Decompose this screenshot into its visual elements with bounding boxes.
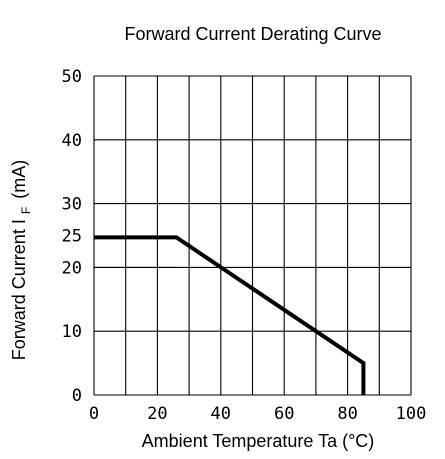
- grid: [93, 75, 412, 396]
- y-tick-label: 10: [62, 322, 82, 342]
- y-axis-label-symbol: I: [9, 219, 29, 224]
- x-tick-label: 20: [147, 404, 167, 424]
- x-tick-label: 60: [274, 404, 294, 424]
- x-tick-label: 0: [89, 404, 99, 424]
- y-tick-label: 25: [62, 227, 82, 247]
- y-axis-label: Forward Current I F (mA): [9, 160, 34, 360]
- x-tick-label: 80: [337, 404, 357, 424]
- series-line-0: [94, 235, 366, 395]
- x-tick-labels: 0 20 40 60 80 100: [89, 404, 426, 424]
- y-tick-label: 0: [72, 386, 82, 406]
- y-axis-label-unit: (mA): [9, 160, 29, 199]
- x-axis-label: Ambient Temperature Ta (°C): [142, 431, 375, 451]
- chart-title: Forward Current Derating Curve: [124, 24, 381, 44]
- y-tick-labels: 0 10 20 25 30 40 50: [62, 67, 82, 406]
- series-layer: [94, 235, 366, 395]
- x-tick-label: 40: [211, 404, 231, 424]
- y-axis-label-subscript: F: [19, 207, 33, 214]
- y-tick-label: 40: [62, 131, 82, 151]
- y-axis-label-main: Forward Current: [9, 229, 29, 360]
- y-tick-label: 20: [62, 258, 82, 278]
- x-tick-label: 100: [396, 404, 427, 424]
- y-tick-label: 50: [62, 67, 82, 87]
- y-tick-label: 30: [62, 195, 82, 215]
